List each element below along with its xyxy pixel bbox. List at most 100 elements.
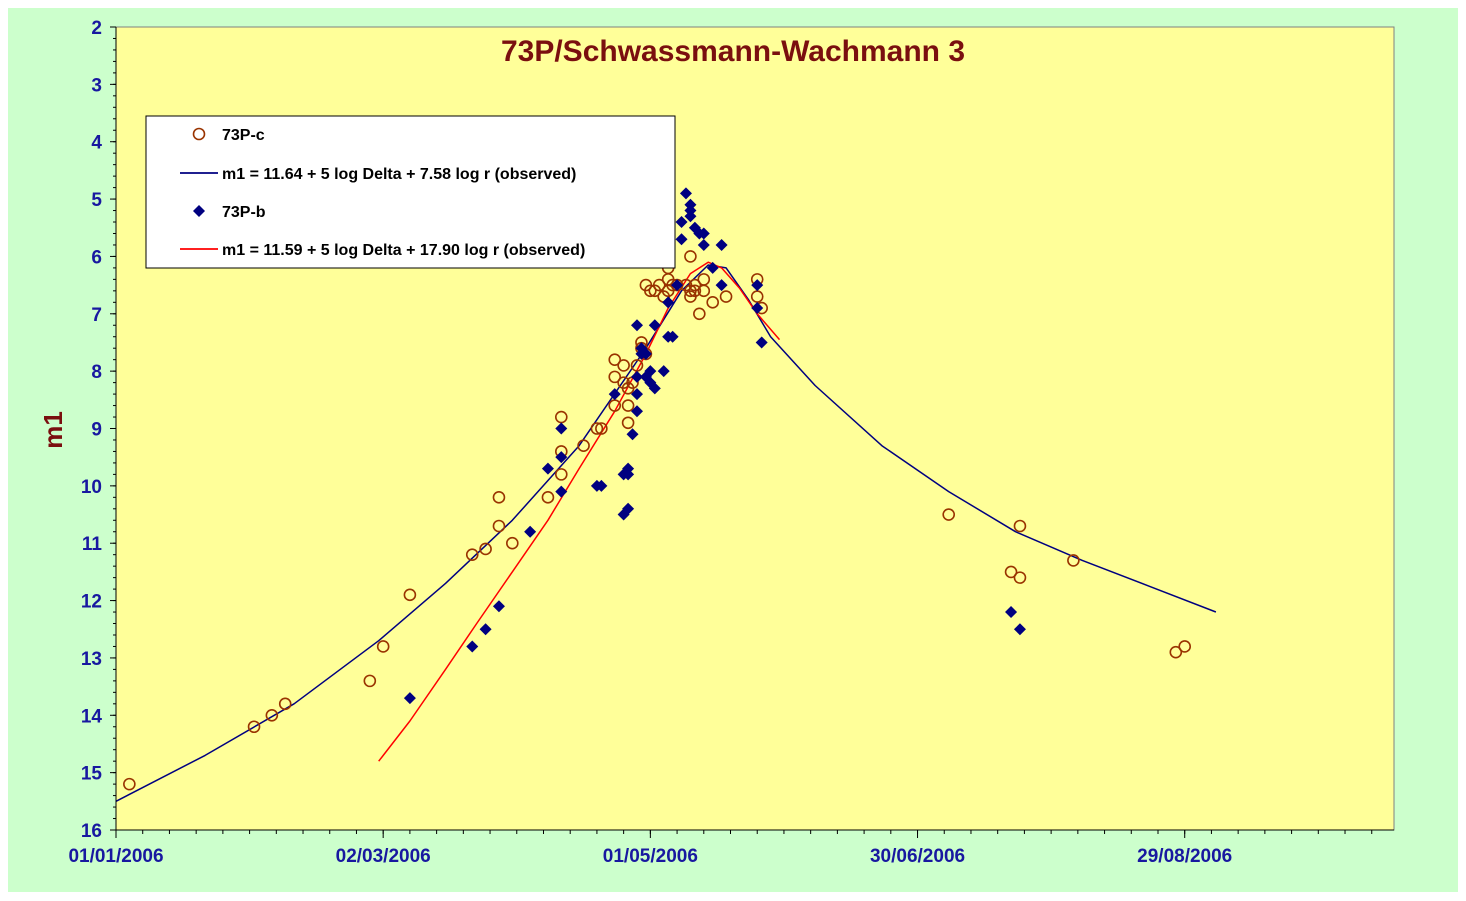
point-73p-c (688, 278, 702, 292)
y-tick-label: 2 (91, 18, 102, 39)
point-73p-c (1067, 554, 1080, 567)
point-73p-c (376, 640, 390, 653)
point-73p-b (684, 210, 697, 223)
point-73p-c (506, 536, 519, 550)
point-73p-c (697, 284, 711, 298)
data-points (123, 187, 1192, 791)
point-73p-b (662, 296, 675, 309)
point-73p-c (492, 491, 506, 504)
y-tick-label: 10 (81, 477, 102, 498)
point-73p-c (247, 720, 261, 734)
point-73p-b (751, 279, 764, 292)
x-tick-label: 01/01/2006 (68, 846, 163, 867)
point-73p-c (719, 290, 733, 303)
y-tick-label: 3 (91, 75, 102, 96)
point-73p-c (621, 399, 635, 412)
legend-label: 73P-c (222, 127, 265, 144)
point-73p-b (630, 405, 643, 418)
point-73p-c (617, 359, 630, 372)
point-73p-c (608, 353, 622, 366)
point-73p-b (675, 233, 688, 246)
point-73p-c (1178, 640, 1192, 653)
point-73p-b (648, 319, 661, 332)
point-73p-c (590, 422, 604, 435)
point-73p-c (554, 468, 568, 481)
point-73p-b (648, 382, 661, 395)
point-73p-c (123, 777, 136, 791)
point-73p-b (755, 336, 768, 349)
point-73p-c (652, 278, 666, 292)
point-73p-b (622, 502, 635, 515)
point-73p-c (1169, 645, 1183, 659)
legend-label: m1 = 11.64 + 5 log Delta + 7.58 log r (o… (222, 166, 576, 183)
y-axis-title: m1 (38, 411, 68, 449)
chart-title: 73P/Schwassmann-Wachmann 3 (501, 35, 965, 68)
point-73p-b (657, 365, 670, 378)
point-73p-b (639, 347, 652, 360)
point-73p-c (693, 307, 706, 321)
y-tick-label: 12 (81, 592, 102, 613)
point-73p-c (1004, 565, 1018, 579)
point-73p-b (541, 462, 554, 475)
y-tick-label: 9 (91, 420, 102, 441)
point-73p-c (644, 284, 657, 298)
x-tick-label: 29/08/2006 (1137, 846, 1232, 867)
point-73p-b (555, 451, 568, 464)
y-tick-label: 11 (82, 534, 103, 555)
legend: 73P-c m1 = 11.64 + 5 log Delta + 7.58 log… (145, 115, 676, 269)
point-73p-b (671, 279, 684, 292)
point-73p-c (403, 588, 417, 602)
point-73p-b (555, 485, 568, 498)
y-tick-label: 4 (91, 133, 102, 154)
point-73p-c (688, 284, 702, 298)
point-73p-b (630, 388, 643, 401)
point-73p-c (608, 370, 622, 384)
point-73p-b (630, 370, 643, 383)
legend-box (145, 115, 676, 269)
legend-marker-73p-b (193, 205, 205, 217)
legend-label: m1 = 11.59 + 5 log Delta + 17.90 log r (… (222, 242, 585, 259)
point-73p-c (621, 416, 635, 430)
point-73p-b (706, 261, 719, 274)
point-73p-c (595, 422, 608, 435)
point-73p-b (697, 238, 710, 251)
y-tick-label: 15 (81, 764, 103, 785)
y-tick-label: 5 (91, 190, 102, 211)
point-73p-b (751, 302, 764, 315)
x-tick-label: 01/05/2006 (603, 846, 698, 867)
y-tick-label: 7 (91, 305, 102, 326)
legend-label: 73P-b (222, 204, 266, 221)
point-73p-b (479, 623, 492, 636)
point-73p-b (466, 640, 479, 653)
point-73p-b (622, 468, 635, 481)
point-73p-b (1005, 606, 1018, 619)
point-73p-b (626, 428, 639, 441)
point-73p-c (1013, 519, 1027, 533)
axes: 2 3 4 5 6 7 8 9 10 11 12 13 14 15 16 01/01/2006 02/03/20… (68, 18, 1394, 867)
point-73p-c (265, 708, 279, 722)
point-73p-b (1013, 623, 1026, 636)
point-73p-c (706, 296, 719, 309)
point-73p-c (684, 250, 697, 263)
point-73p-c (1013, 571, 1027, 584)
point-73p-b (666, 330, 679, 343)
y-tick-label: 16 (81, 821, 102, 842)
point-73p-c (942, 508, 956, 521)
point-73p-b (715, 238, 728, 251)
point-73p-c (465, 548, 479, 561)
point-73p-b (630, 319, 643, 332)
x-tick-label: 02/03/2006 (336, 846, 431, 867)
point-73p-b (697, 227, 710, 240)
point-73p-b (555, 422, 568, 435)
point-73p-b (492, 600, 505, 613)
point-73p-b (608, 388, 621, 401)
point-73p-c (492, 519, 506, 533)
point-73p-b (595, 479, 608, 492)
legend-marker-73p-c (192, 127, 206, 141)
point-73p-b (675, 216, 688, 229)
point-73p-b (524, 525, 537, 538)
point-73p-c (278, 697, 292, 711)
y-tick-label: 6 (91, 247, 102, 268)
point-73p-c (541, 491, 555, 504)
